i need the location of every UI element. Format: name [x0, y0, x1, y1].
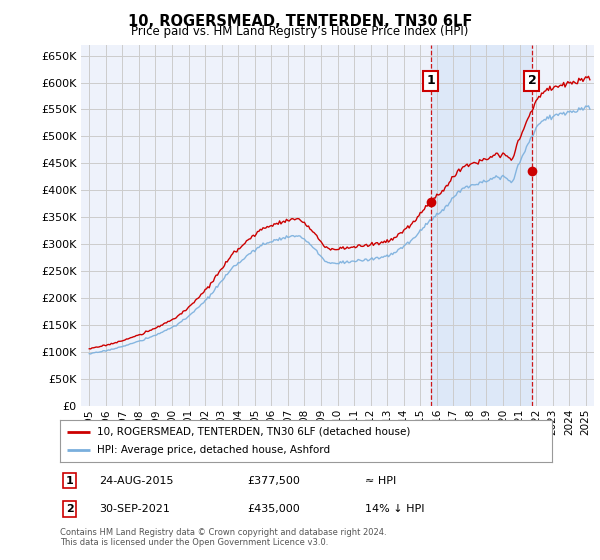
Text: Contains HM Land Registry data © Crown copyright and database right 2024.
This d: Contains HM Land Registry data © Crown c… — [60, 528, 386, 547]
Text: 1: 1 — [427, 74, 435, 87]
Text: ≈ HPI: ≈ HPI — [365, 475, 396, 486]
Text: 14% ↓ HPI: 14% ↓ HPI — [365, 504, 425, 514]
Text: £435,000: £435,000 — [247, 504, 300, 514]
Text: 1: 1 — [66, 475, 74, 486]
Text: 10, ROGERSMEAD, TENTERDEN, TN30 6LF: 10, ROGERSMEAD, TENTERDEN, TN30 6LF — [128, 14, 472, 29]
Text: 30-SEP-2021: 30-SEP-2021 — [100, 504, 170, 514]
Text: 2: 2 — [527, 74, 536, 87]
Text: 10, ROGERSMEAD, TENTERDEN, TN30 6LF (detached house): 10, ROGERSMEAD, TENTERDEN, TN30 6LF (det… — [97, 427, 410, 437]
Text: HPI: Average price, detached house, Ashford: HPI: Average price, detached house, Ashf… — [97, 445, 330, 455]
Text: 2: 2 — [66, 504, 74, 514]
Text: Price paid vs. HM Land Registry’s House Price Index (HPI): Price paid vs. HM Land Registry’s House … — [131, 25, 469, 38]
Bar — [431, 45, 532, 406]
Text: 24-AUG-2015: 24-AUG-2015 — [100, 475, 174, 486]
Text: £377,500: £377,500 — [247, 475, 300, 486]
